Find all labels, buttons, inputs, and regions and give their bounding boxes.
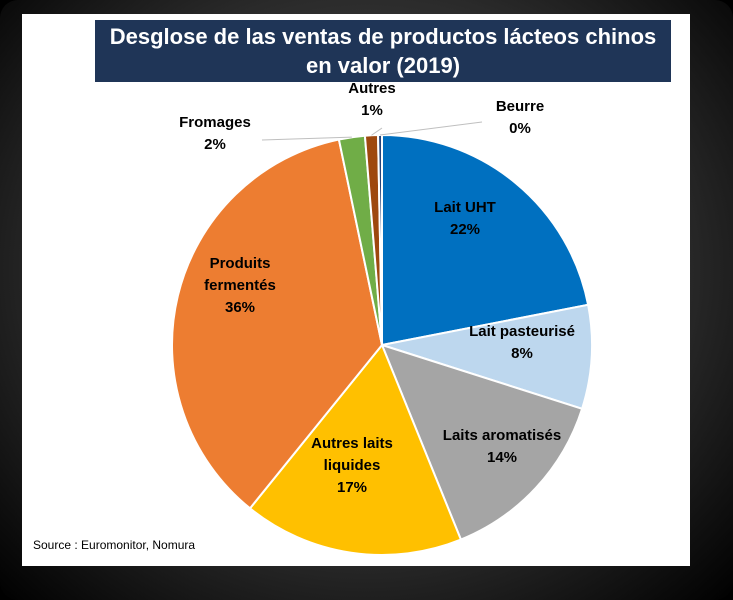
- slice-label: Produits fermentés 36%: [204, 255, 276, 316]
- leader-line: [371, 127, 383, 136]
- slice-name: Beurre: [496, 98, 544, 115]
- slice-label: Beurre 0%: [496, 98, 544, 137]
- slice-percent: 2%: [204, 136, 226, 153]
- pie-slice: [171, 138, 384, 510]
- slice-label: Lait UHT 22%: [434, 199, 496, 238]
- pie-slice: [381, 133, 590, 347]
- slice-label: Fromages 2%: [179, 114, 251, 153]
- slice-name: liquides: [324, 457, 381, 474]
- slice-name: Lait UHT: [434, 199, 496, 216]
- slice-name: fermentés: [204, 277, 276, 294]
- chart-title-line-2: en valor (2019): [305, 53, 461, 78]
- slice-name: Autres: [348, 80, 396, 97]
- slice-percent: 0%: [509, 120, 531, 137]
- slice-name: Laits aromatisés: [443, 427, 561, 444]
- slice-percent: 22%: [450, 221, 480, 238]
- slice-label: Autres 1%: [348, 80, 396, 119]
- leader-line: [261, 136, 352, 141]
- chart-title-line-1: Desglose de las ventas de productos láct…: [109, 24, 657, 49]
- slice-label: Laits aromatisés 14%: [443, 427, 561, 466]
- slice-percent: 17%: [337, 479, 367, 496]
- pie-slice: [248, 343, 463, 556]
- slice-name: Fromages: [179, 114, 251, 131]
- slice-percent: 8%: [511, 345, 533, 362]
- pie-slice: [380, 343, 584, 541]
- slice-label: Lait pasteurisé 8%: [469, 323, 575, 362]
- chart-title: Desglose de las ventas de productos láct…: [95, 20, 671, 82]
- slice-percent: 14%: [487, 449, 517, 466]
- slice-label: Autres laits liquides 17%: [311, 435, 393, 496]
- leader-line: [379, 121, 483, 136]
- source-note: Source : Euromonitor, Nomura: [33, 538, 196, 552]
- slice-percent: 1%: [361, 102, 383, 119]
- slice-name: Produits: [210, 255, 271, 272]
- pie-slice: [381, 303, 593, 411]
- slice-percent: 36%: [225, 299, 255, 316]
- slice-name: Lait pasteurisé: [469, 323, 575, 340]
- slice-name: Autres laits: [311, 435, 393, 452]
